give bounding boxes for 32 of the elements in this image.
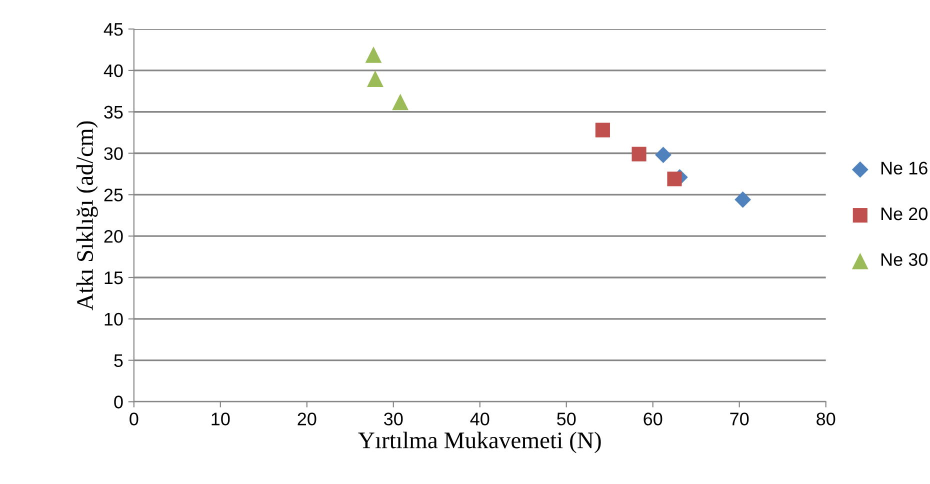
- point: [734, 191, 752, 208]
- x-tick-label: 10: [212, 412, 230, 426]
- point: [367, 70, 384, 87]
- y-tick-label: 40: [104, 64, 123, 78]
- y-tick-label: 20: [104, 230, 123, 243]
- x-axis-title: Yırtılma Mukavemeti (N): [358, 432, 601, 454]
- point: [632, 146, 646, 162]
- x-tick-label: 40: [470, 412, 490, 426]
- x-tick-label: 0: [130, 412, 138, 426]
- x-tick-label: 30: [384, 412, 403, 426]
- y-tick-label: 10: [104, 312, 123, 326]
- y-tick-label: 45: [104, 23, 123, 36]
- point: [365, 46, 382, 63]
- x-tick-label: 70: [730, 412, 749, 426]
- legend-label: Ne 30: [881, 253, 928, 266]
- y-tick-label: 35: [104, 106, 123, 119]
- y-tick-label: 5: [114, 354, 123, 368]
- x-tick-label: 50: [557, 412, 576, 426]
- point: [655, 146, 672, 164]
- legend-label: Ne 16: [881, 162, 928, 175]
- y-tick-label: 25: [104, 188, 123, 202]
- y-tick-label: 30: [104, 147, 123, 160]
- point: [595, 122, 610, 138]
- legend-label: Ne 20: [881, 207, 928, 220]
- point: [667, 172, 682, 186]
- x-tick-label: 80: [816, 412, 836, 426]
- y-tick-label: 0: [114, 396, 123, 408]
- y-tick-label: 15: [104, 272, 123, 284]
- point: [392, 94, 409, 110]
- x-tick-label: 20: [298, 412, 316, 426]
- y-axis-title: Atkı Sıklığı (ad/cm): [76, 121, 98, 310]
- x-tick-label: 60: [644, 412, 662, 426]
